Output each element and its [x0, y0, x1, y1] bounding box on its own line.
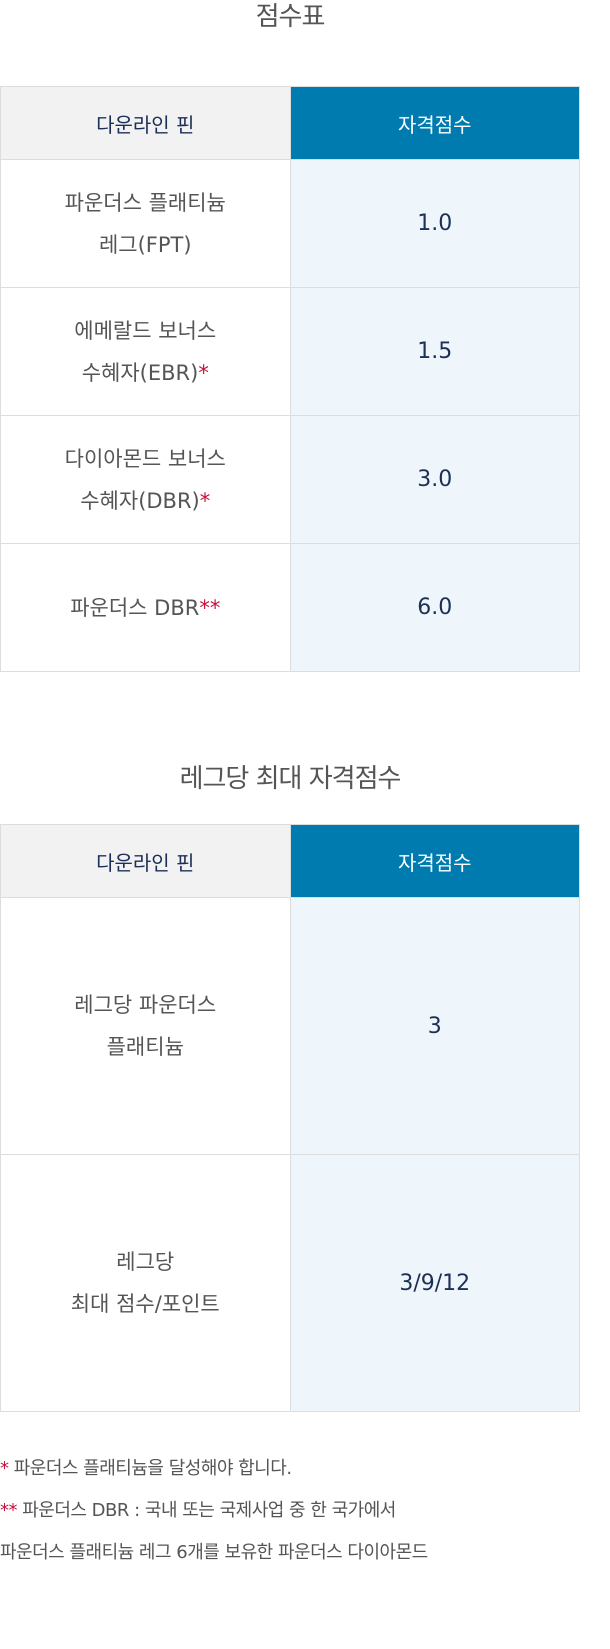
pin-cell: 에메랄드 보너스 수혜자(EBR)*: [0, 287, 291, 416]
table-header-row: 다운라인 핀 자격점수: [0, 824, 580, 898]
table-row: 레그당 최대 점수/포인트 3/9/12: [0, 1154, 580, 1412]
footnote-2: ** 파운더스 DBR : 국내 또는 국제사업 중 한 국가에서: [0, 1490, 580, 1532]
footnote-text: 파운더스 DBR : 국내 또는 국제사업 중 한 국가에서: [17, 1500, 396, 1521]
pin-cell: 레그당 파운더스 플래티늄: [0, 897, 291, 1155]
footnote-star: **: [0, 1500, 18, 1521]
pin-label-line2: 레그(FPT): [98, 232, 192, 257]
pin-cell: 파운더스 DBR**: [0, 543, 291, 672]
score-cell: 1.5: [289, 287, 580, 416]
pin-cell: 레그당 최대 점수/포인트: [0, 1154, 291, 1412]
leg-max-table: 다운라인 핀 자격점수 레그당 파운더스 플래티늄 3 레그당 최대 점수/포인…: [0, 824, 580, 1412]
pin-label-line1: 파운더스 플래티늄: [64, 190, 226, 215]
footnotes: * 파운더스 플래티늄을 달성해야 합니다. ** 파운더스 DBR : 국내 …: [0, 1448, 580, 1574]
pin-label-line1: 에메랄드 보너스: [74, 318, 217, 343]
table-row: 파운더스 DBR** 6.0: [0, 543, 580, 672]
leg-max-title: 레그당 최대 자격점수: [179, 764, 402, 794]
footnote-star: *: [198, 360, 209, 385]
score-cell: 3.0: [289, 415, 580, 544]
score-cell: 1.0: [289, 159, 580, 288]
pin-label-line2: 최대 점수/포인트: [70, 1292, 220, 1316]
pin-label-line1: 파운더스 DBR: [70, 595, 200, 620]
table-row: 다이아몬드 보너스 수혜자(DBR)* 3.0: [0, 415, 580, 544]
score-cell: 3: [289, 897, 580, 1155]
footnote-star: **: [199, 595, 221, 620]
pin-label-line2: 수혜자(EBR): [81, 360, 199, 385]
footnote-1: * 파운더스 플래티늄을 달성해야 합니다.: [0, 1448, 580, 1490]
table-row: 레그당 파운더스 플래티늄 3: [0, 897, 580, 1155]
table-row: 파운더스 플래티늄 레그(FPT) 1.0: [0, 159, 580, 288]
pin-label-line1: 다이아몬드 보너스: [64, 446, 226, 471]
pin-label-line2: 수혜자(DBR): [80, 488, 200, 513]
header-downline-pin: 다운라인 핀: [0, 86, 291, 160]
footnote-2-continued: 파운더스 플래티늄 레그 6개를 보유한 파운더스 다이아몬드: [0, 1542, 428, 1563]
pin-label-line1: 레그당: [116, 1250, 175, 1274]
footnote-star: *: [199, 488, 211, 513]
header-downline-pin: 다운라인 핀: [0, 824, 291, 898]
header-qualification-score: 자격점수: [289, 824, 580, 898]
table-header-row: 다운라인 핀 자격점수: [0, 86, 580, 160]
pin-cell: 파운더스 플래티늄 레그(FPT): [0, 159, 291, 288]
scoreboard-title: 점수표: [255, 2, 326, 32]
pin-label-line1: 레그당 파운더스: [74, 993, 217, 1017]
footnote-text: 파운더스 플래티늄을 달성해야 합니다.: [8, 1458, 292, 1479]
pin-cell: 다이아몬드 보너스 수혜자(DBR)*: [0, 415, 291, 544]
scoreboard-table: 다운라인 핀 자격점수 파운더스 플래티늄 레그(FPT) 1.0 에메랄드 보…: [0, 86, 580, 672]
pin-label-line2: 플래티늄: [106, 1035, 184, 1059]
score-cell: 3/9/12: [289, 1154, 580, 1412]
score-cell: 6.0: [289, 543, 580, 672]
table-row: 에메랄드 보너스 수혜자(EBR)* 1.5: [0, 287, 580, 416]
footnote-star: *: [0, 1458, 9, 1479]
header-qualification-score: 자격점수: [289, 86, 580, 160]
